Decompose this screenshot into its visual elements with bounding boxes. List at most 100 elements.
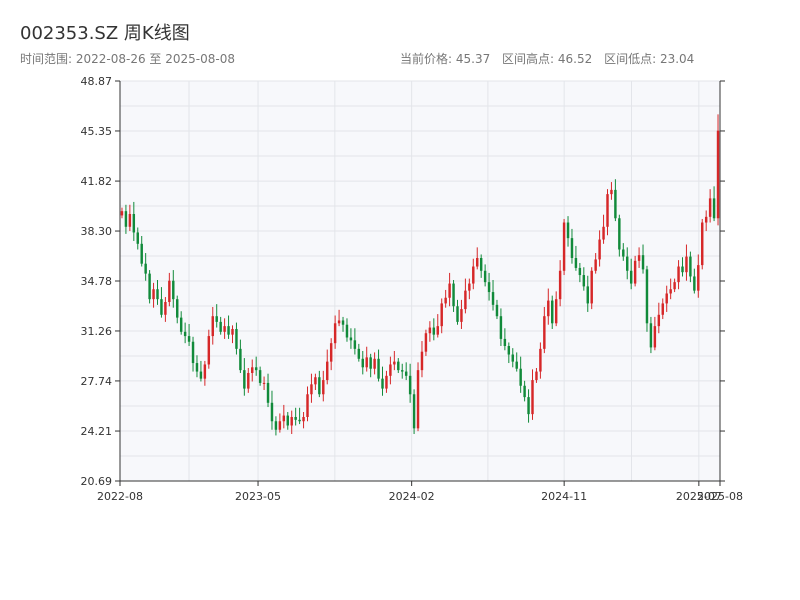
candle-body	[693, 276, 696, 291]
candle-body	[333, 323, 337, 344]
candle-body	[645, 269, 649, 324]
candle-body	[468, 283, 471, 291]
candle-body	[286, 415, 289, 426]
candle	[326, 349, 329, 385]
candle-body	[610, 189, 613, 195]
candle-body	[416, 370, 420, 429]
candle-body	[503, 338, 507, 347]
candle	[495, 299, 499, 320]
candle-body	[187, 336, 191, 342]
candle	[626, 247, 629, 280]
candle-body	[708, 198, 712, 217]
candle	[412, 389, 416, 435]
candle-body	[270, 402, 274, 422]
candle	[183, 322, 187, 344]
candle-body	[618, 218, 621, 250]
candle-body	[294, 416, 297, 420]
candle-body	[681, 266, 684, 273]
y-tick-label: 38.30	[81, 225, 113, 238]
candle	[483, 264, 487, 287]
candle-body	[401, 370, 404, 372]
candle-body	[274, 421, 278, 430]
candle	[298, 407, 301, 425]
candle-body	[329, 343, 333, 362]
candle	[637, 247, 641, 268]
candle	[645, 265, 649, 332]
candle	[381, 366, 384, 396]
candle	[665, 285, 668, 312]
candle-body	[420, 351, 424, 371]
candle	[456, 299, 459, 325]
candle-body	[641, 255, 645, 270]
candle-body	[191, 341, 195, 364]
candle	[712, 186, 716, 222]
candle	[519, 356, 522, 393]
candle	[503, 328, 507, 351]
candle	[476, 247, 479, 270]
candle-body	[251, 367, 254, 373]
candle-body	[397, 361, 400, 371]
candle-body	[657, 314, 661, 327]
candle-body	[622, 249, 625, 257]
candle	[294, 407, 297, 426]
candle	[187, 324, 191, 347]
candle-body	[337, 320, 341, 324]
y-tick-label: 34.78	[81, 275, 113, 288]
x-tick-label: 2023-05	[235, 490, 281, 503]
candle	[697, 254, 700, 298]
candle	[479, 254, 483, 278]
candle-body	[306, 394, 309, 417]
candle-body	[697, 265, 700, 291]
candles	[120, 114, 720, 436]
candle	[649, 316, 653, 354]
candle-body	[243, 370, 246, 389]
y-tick-label: 41.82	[81, 175, 113, 188]
candle	[716, 114, 720, 226]
candle	[211, 306, 214, 345]
candle-body	[148, 273, 151, 300]
candle	[578, 262, 582, 283]
candle	[120, 207, 124, 219]
candle-body	[219, 321, 222, 332]
candle-body	[227, 326, 230, 335]
candle-body	[649, 323, 653, 348]
candle	[708, 189, 712, 223]
candle	[582, 267, 586, 291]
candle-body	[349, 337, 353, 341]
candle-body	[606, 194, 609, 227]
candle-body	[566, 222, 570, 239]
candle	[424, 329, 428, 356]
candle	[132, 201, 136, 241]
candle	[641, 244, 645, 274]
candle-body	[701, 222, 704, 266]
candle-body	[389, 364, 392, 376]
candle-body	[602, 226, 605, 240]
candle	[515, 352, 518, 372]
candle	[258, 366, 262, 386]
candle-body	[176, 299, 179, 318]
candle-body	[179, 317, 183, 332]
candle-body	[381, 378, 384, 389]
candle	[369, 353, 372, 378]
candle-body	[551, 300, 554, 324]
candle-body	[661, 303, 664, 315]
candle-body	[144, 263, 147, 274]
candle-body	[172, 280, 175, 300]
candle-body	[685, 256, 688, 273]
candle-body	[199, 371, 203, 379]
candle-body	[574, 258, 578, 268]
candle	[610, 182, 613, 200]
y-tick-label: 31.26	[81, 325, 113, 338]
candle-body	[527, 397, 530, 415]
candle	[282, 404, 286, 429]
candle	[239, 339, 242, 373]
candle	[373, 352, 376, 375]
candle-body	[472, 266, 475, 284]
candle	[539, 342, 542, 379]
candle	[622, 243, 625, 261]
candle-body	[626, 256, 629, 271]
candle	[341, 316, 345, 332]
candle	[306, 386, 309, 422]
candle-body	[385, 375, 388, 389]
